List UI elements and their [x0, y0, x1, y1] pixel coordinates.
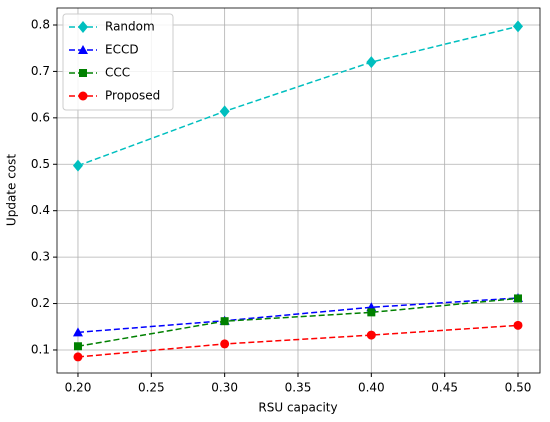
data-point: [366, 330, 376, 340]
legend-marker: [78, 21, 88, 33]
plot-frame: [56, 7, 541, 374]
data-point: [367, 308, 376, 317]
x-tick-label: 0.20: [65, 381, 92, 395]
y-tick-label: 0.4: [31, 203, 50, 217]
legend-label: Proposed: [105, 89, 160, 103]
data-point: [72, 327, 83, 337]
data-point: [219, 105, 230, 118]
x-tick-label: 0.35: [285, 381, 312, 395]
x-tick-label: 0.30: [211, 381, 238, 395]
y-tick-label: 0.1: [31, 342, 50, 356]
legend-marker: [78, 91, 88, 101]
data-point: [513, 294, 522, 303]
x-tick-label: 0.40: [358, 381, 385, 395]
data-point: [512, 20, 523, 33]
legend-box: [62, 13, 174, 111]
series-line: [77, 324, 519, 358]
x-tick-label: 0.50: [505, 381, 532, 395]
legend-label: Random: [105, 20, 155, 34]
data-point: [73, 352, 83, 362]
y-axis-label: Update cost: [5, 154, 19, 226]
series-line: [77, 297, 519, 334]
data-point: [220, 339, 230, 349]
x-axis-label: RSU capacity: [258, 401, 337, 415]
legend-marker: [78, 45, 88, 54]
data-point: [73, 342, 82, 351]
y-tick-label: 0.3: [31, 250, 50, 264]
legend-label: CCC: [105, 66, 130, 80]
y-tick-label: 0.5: [31, 157, 50, 171]
legend-label: ECCD: [105, 43, 139, 57]
y-tick-label: 0.8: [31, 17, 50, 31]
data-point: [72, 159, 83, 172]
x-tick-label: 0.45: [431, 381, 458, 395]
legend-marker: [79, 69, 87, 77]
y-tick-label: 0.2: [31, 296, 50, 310]
y-tick-label: 0.7: [31, 64, 50, 78]
data-point: [220, 317, 229, 326]
x-tick-label: 0.25: [138, 381, 165, 395]
data-point: [366, 56, 377, 69]
series-line: [77, 297, 519, 347]
y-tick-label: 0.6: [31, 110, 50, 124]
data-point: [513, 320, 523, 330]
